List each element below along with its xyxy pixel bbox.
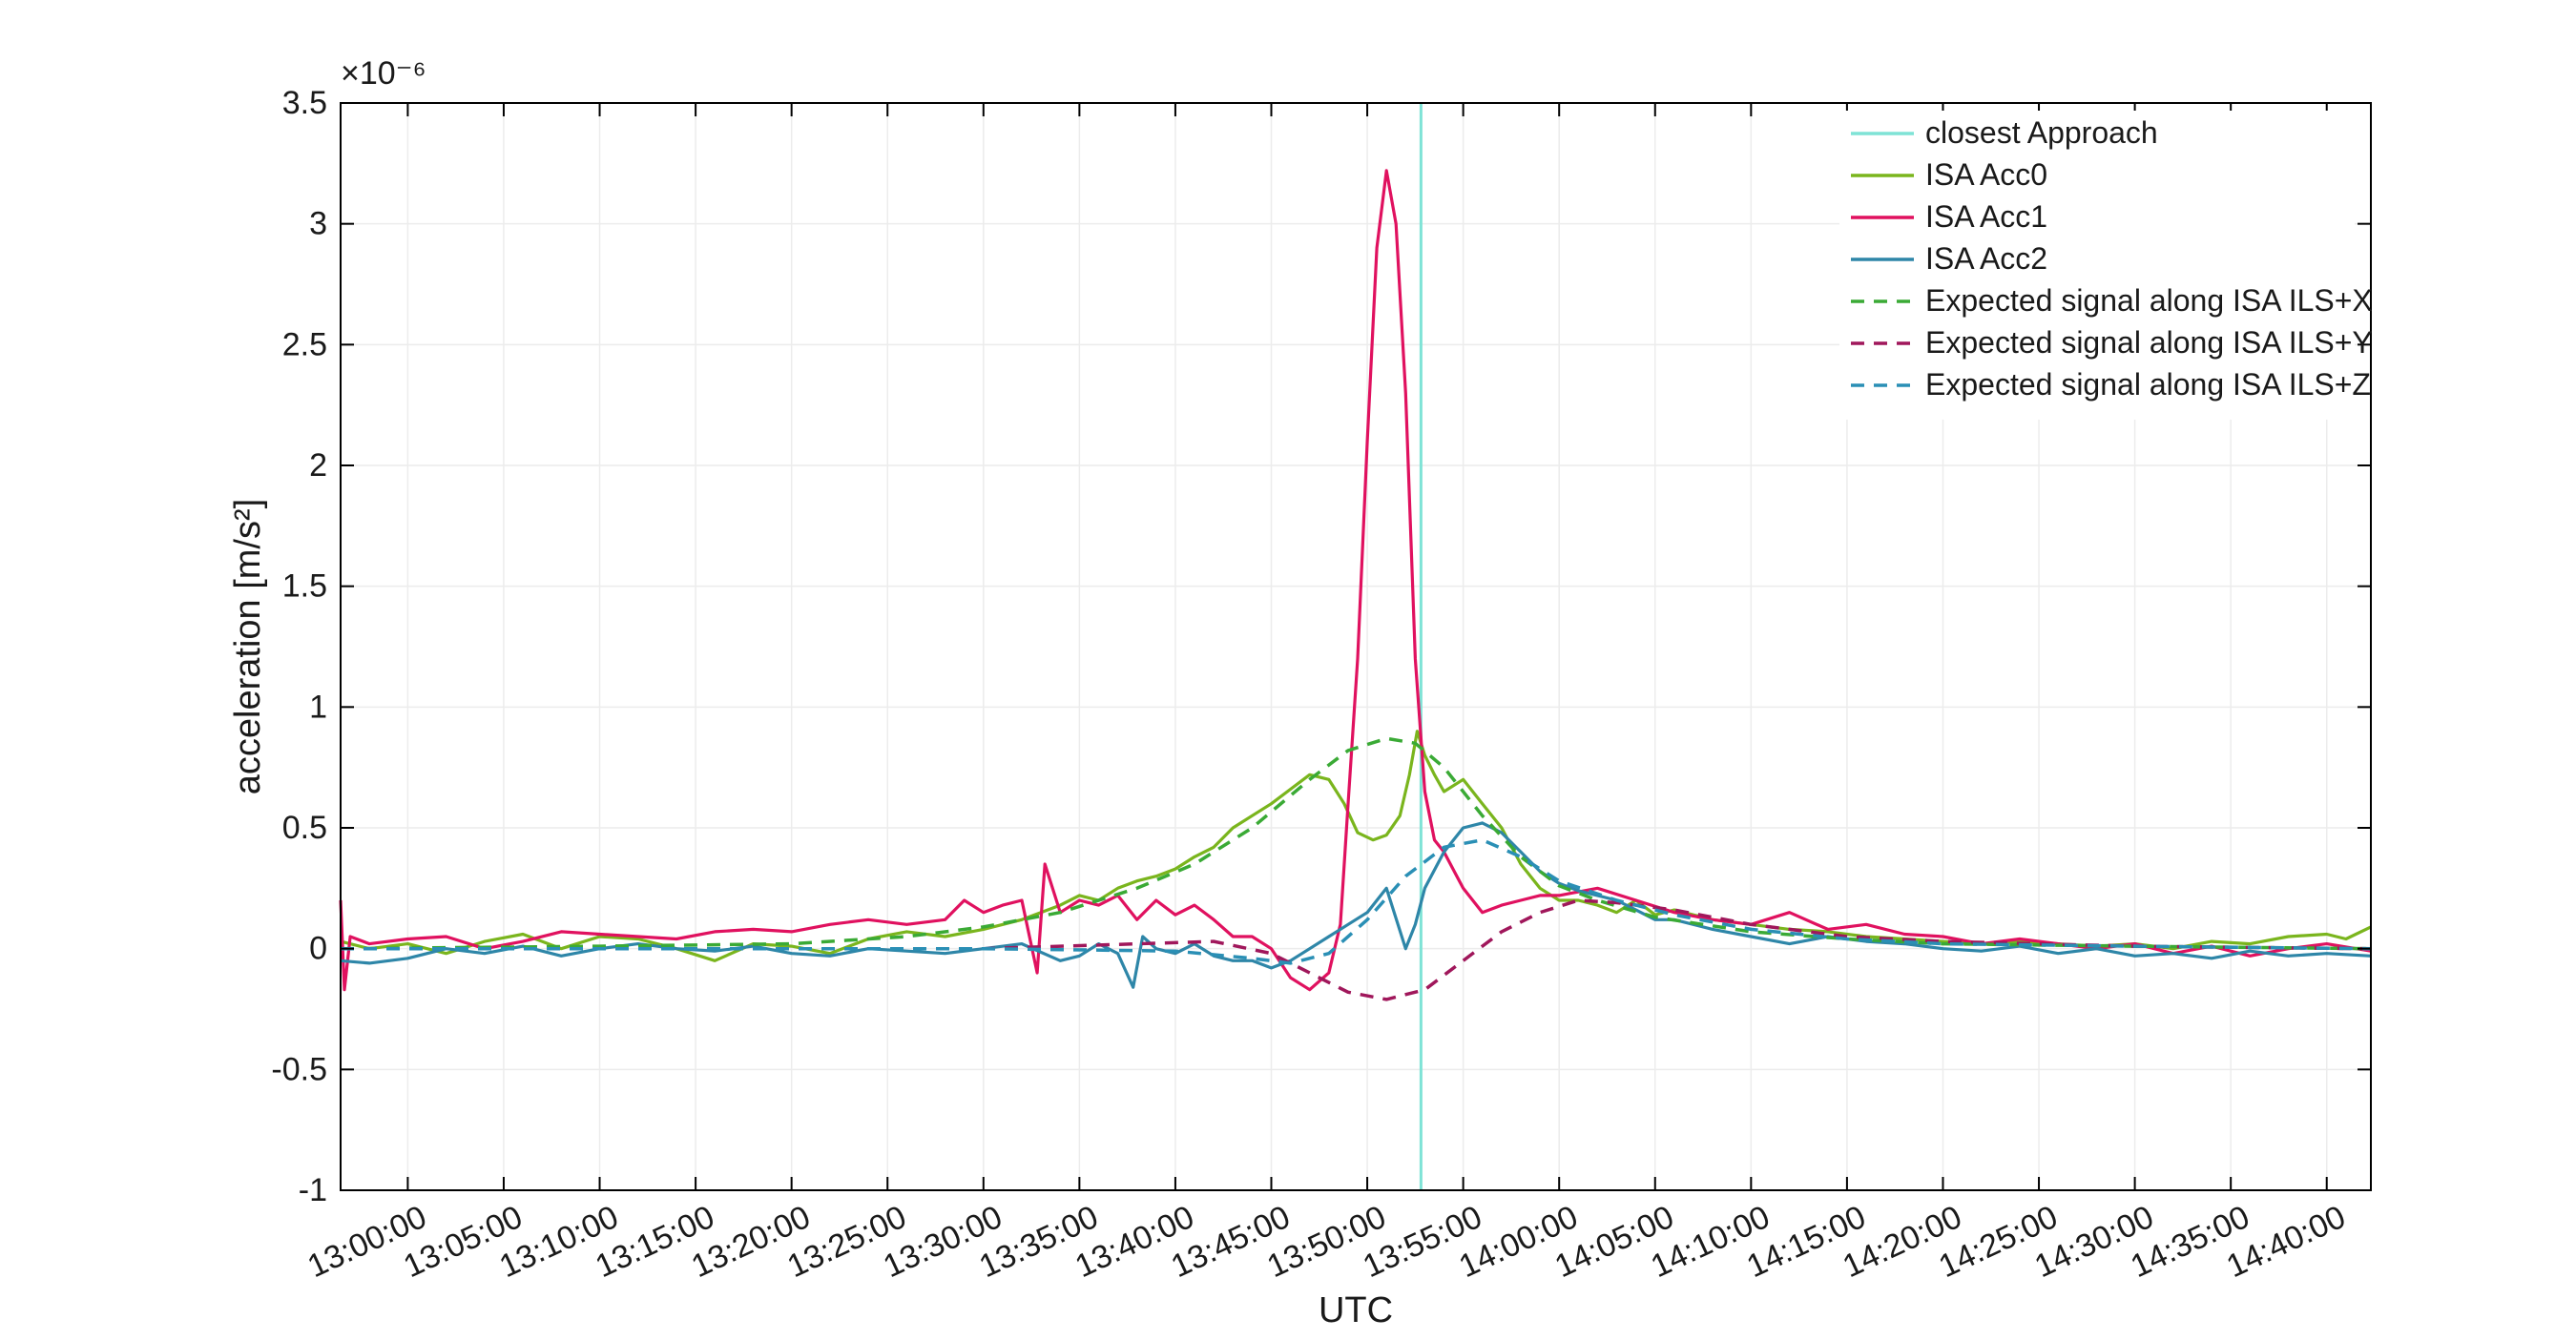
- legend: closest Approach ISA Acc0 ISA Acc1 ISA Acc2…: [1839, 111, 2373, 420]
- series-expected-signal-along-isa-ils-x: [340, 736, 2372, 951]
- plot-frame: [340, 102, 2372, 1191]
- legend-label: closest Approach: [1925, 115, 2158, 150]
- y-tick-label: -1: [299, 1172, 327, 1208]
- x-axis-label: UTC: [1319, 1290, 1393, 1330]
- y-tick-label: 0.5: [282, 810, 327, 846]
- legend-label: ISA Acc1: [1925, 199, 2047, 234]
- legend-label: ISA Acc0: [1925, 157, 2047, 192]
- y-tick-label: 3.5: [282, 85, 327, 121]
- series-layer: [339, 169, 2372, 1001]
- series-isa-acc1: [339, 169, 2372, 992]
- y-axis-label: acceleration [m/s²]: [228, 499, 268, 794]
- y-tick-label: 0: [309, 931, 327, 967]
- legend-box: [1839, 111, 2355, 420]
- y-tick-label: -0.5: [271, 1051, 327, 1087]
- series-expected-signal-along-isa-ils-z: [341, 837, 2372, 965]
- series-isa-acc0: [340, 730, 2372, 962]
- legend-label: Expected signal along ISA ILS+Y: [1925, 325, 2373, 360]
- y-tick-label: 1: [309, 689, 327, 725]
- y-tick-label: 2.5: [282, 326, 327, 362]
- y-tick-label: 3: [309, 206, 327, 242]
- y-exponent-label: ×10⁻⁶: [341, 55, 426, 92]
- series-expected-signal-along-isa-ils-y: [341, 898, 2372, 1001]
- legend-label: ISA Acc2: [1925, 241, 2047, 276]
- series-isa-acc2: [340, 821, 2372, 989]
- grid: [341, 102, 2371, 1191]
- legend-label: Expected signal along ISA ILS+X: [1925, 283, 2373, 318]
- y-tick-label: 2: [309, 447, 327, 484]
- y-tick-label: 1.5: [282, 568, 327, 605]
- legend-label: Expected signal along ISA ILS+Z: [1925, 367, 2371, 402]
